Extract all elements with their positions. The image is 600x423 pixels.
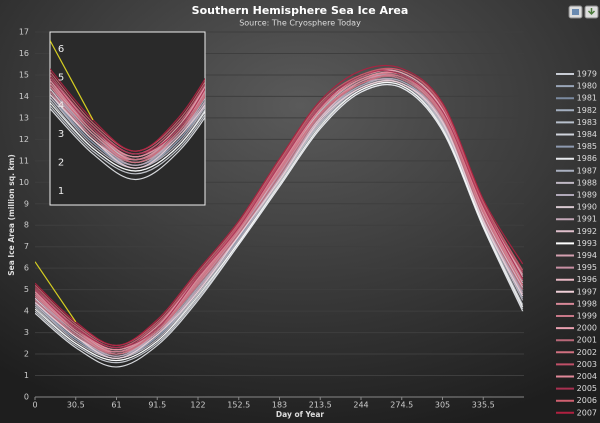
legend-label: 2006 [577,396,597,405]
legend-label: 1996 [577,275,597,284]
y-tick-label: 13 [19,113,29,122]
legend-label: 1979 [577,70,597,79]
y-tick-label: 16 [19,49,29,58]
legend-label: 1998 [577,299,597,308]
y-tick-label: 5 [24,285,29,294]
x-tick-label: 213.5 [309,401,332,410]
x-tick-label: 30.5 [67,401,85,410]
legend-label: 1989 [577,191,597,200]
x-tick-label: 152.5 [227,401,250,410]
inset-y-tick-label: 3 [58,129,64,140]
legend-label: 1985 [577,142,597,151]
x-tick-label: 244 [353,401,368,410]
y-tick-label: 6 [24,264,29,273]
legend-label: 2002 [577,348,597,357]
legend-label: 1983 [577,118,597,127]
series-line [35,80,524,359]
inset-series-line [50,82,205,161]
inset-y-tick-label: 5 [58,72,64,83]
legend-label: 1999 [577,312,597,321]
legend-label: 2005 [577,384,597,393]
x-tick-label: 274.5 [390,401,413,410]
inset-series-line [50,40,94,121]
legend-label: 1988 [577,178,597,187]
print-icon [572,9,579,15]
legend-label: 1995 [577,263,597,272]
legend-label: 1997 [577,287,597,296]
legend-label: 1993 [577,239,597,248]
y-axis-label: Sea Ice Area (million sq. km) [7,154,16,276]
x-tick-label: 183 [272,401,287,410]
y-tick-label: 4 [24,307,29,316]
legend-label: 1981 [577,94,597,103]
series-line [35,78,524,357]
legend-label: 1982 [577,106,597,115]
y-tick-label: 11 [19,156,29,165]
y-tick-label: 0 [24,393,29,402]
legend-label: 2001 [577,336,597,345]
series-line [35,261,77,323]
inset-y-tick-label: 6 [58,44,64,55]
chart-subtitle: Source: The Cryosphere Today [239,19,361,28]
legend-label: 2000 [577,324,597,333]
x-tick-label: 305 [435,401,450,410]
inset-series-line [50,102,205,172]
legend-label: 1984 [577,130,597,139]
inset-series-line [50,93,205,166]
x-tick-label: 122 [190,401,205,410]
legend-label: 1991 [577,215,597,224]
inset-series-line [50,79,205,158]
inset-series-line [50,85,205,164]
inset-y-tick-label: 4 [58,101,64,112]
x-tick-label: 0 [32,401,37,410]
y-tick-label: 8 [24,221,29,230]
x-axis-label: Day of Year [276,410,324,419]
inset-y-tick-label: 2 [58,157,64,168]
inset-series-line [50,105,205,175]
y-tick-label: 7 [24,242,29,251]
series-line [35,83,524,368]
legend-label: 1980 [577,82,597,91]
series-line [35,74,524,355]
inset-series-line [50,76,205,155]
inset-series-line [50,93,205,169]
legend-label: 1992 [577,227,597,236]
inset-y-tick-label: 1 [58,186,64,197]
legend-label: 2007 [577,408,597,417]
legend-label: 1994 [577,251,597,260]
toolbar [568,5,599,19]
y-tick-label: 15 [19,70,29,79]
inset-lines [50,40,205,181]
inset-series-line [50,68,205,152]
x-tick-label: 335.5 [472,401,495,410]
y-tick-label: 17 [19,28,29,37]
chart-title: Southern Hemisphere Sea Ice Area [192,4,409,17]
series-line [35,64,524,347]
series-line [35,81,524,362]
y-tick-label: 14 [19,92,29,101]
plot-lines [35,64,524,368]
y-tick-label: 3 [24,328,29,337]
y-tick-label: 1 [24,371,29,380]
legend: 1979 1980 1981 1982 1983 1984 1985 1986 1987 1988… [556,70,597,417]
legend-label: 2003 [577,360,597,369]
legend-label: 1986 [577,154,597,163]
y-tick-label: 2 [24,350,29,359]
legend-label: 1990 [577,203,597,212]
series-line [35,70,524,349]
inset-series-line [50,108,205,181]
legend-label: 2004 [577,372,597,381]
export-icon [587,8,596,16]
y-tick-label: 9 [24,199,29,208]
x-tick-label: 61 [111,401,121,410]
x-tick-label: 91.5 [148,401,166,410]
y-tick-label: 10 [19,178,29,187]
legend-label: 1987 [577,166,597,175]
y-tick-label: 12 [19,135,29,144]
series-line [35,73,524,353]
